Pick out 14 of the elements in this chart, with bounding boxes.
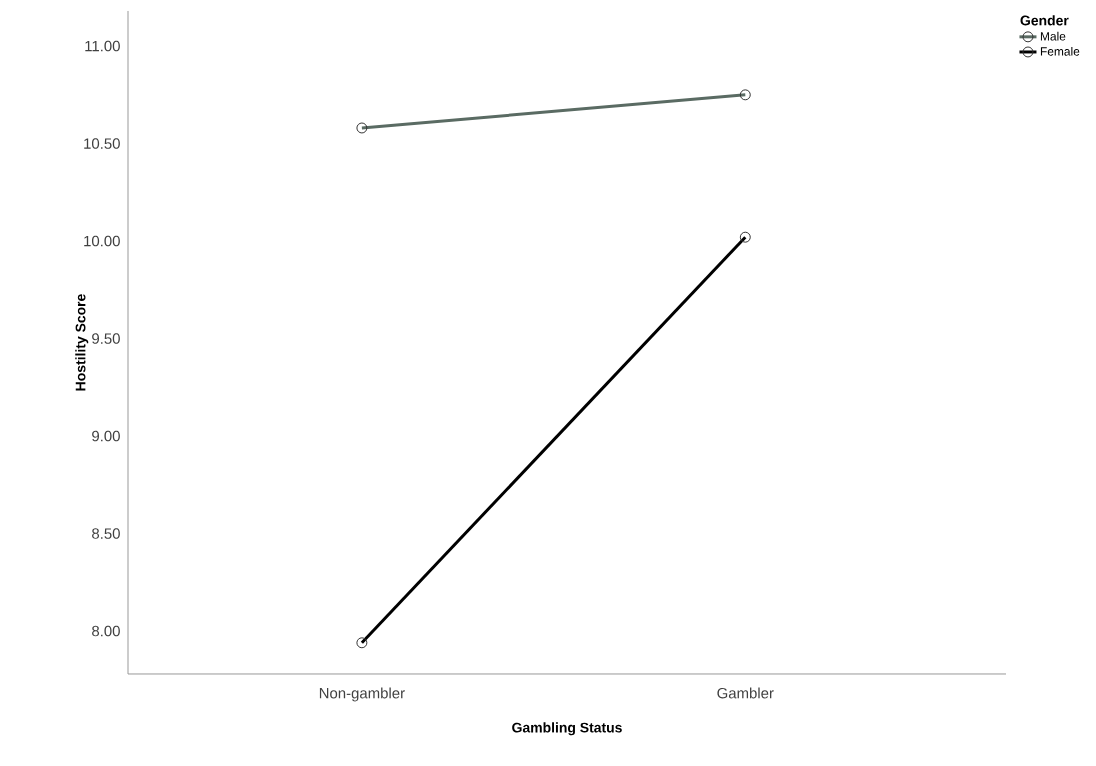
- x-axis-title: Gambling Status: [512, 722, 622, 736]
- y-tick-label: 8.00: [92, 625, 120, 637]
- x-tick-label: Gambler: [717, 687, 774, 699]
- y-axis-title: Hostility Score: [75, 294, 89, 391]
- x-tick-label: Non-gambler: [319, 687, 405, 702]
- legend-label: Male: [1040, 31, 1066, 41]
- y-tick-label: 10.00: [84, 235, 120, 247]
- legend-label: Female: [1040, 46, 1080, 56]
- y-tick-label: 10.50: [84, 138, 120, 149]
- y-tick-label: 11.00: [85, 40, 120, 52]
- y-tick-label: 9.50: [92, 333, 120, 344]
- legend-title: Gender: [1020, 15, 1069, 26]
- y-tick-label: 8.50: [92, 528, 120, 539]
- y-tick-label: 9.00: [92, 430, 120, 442]
